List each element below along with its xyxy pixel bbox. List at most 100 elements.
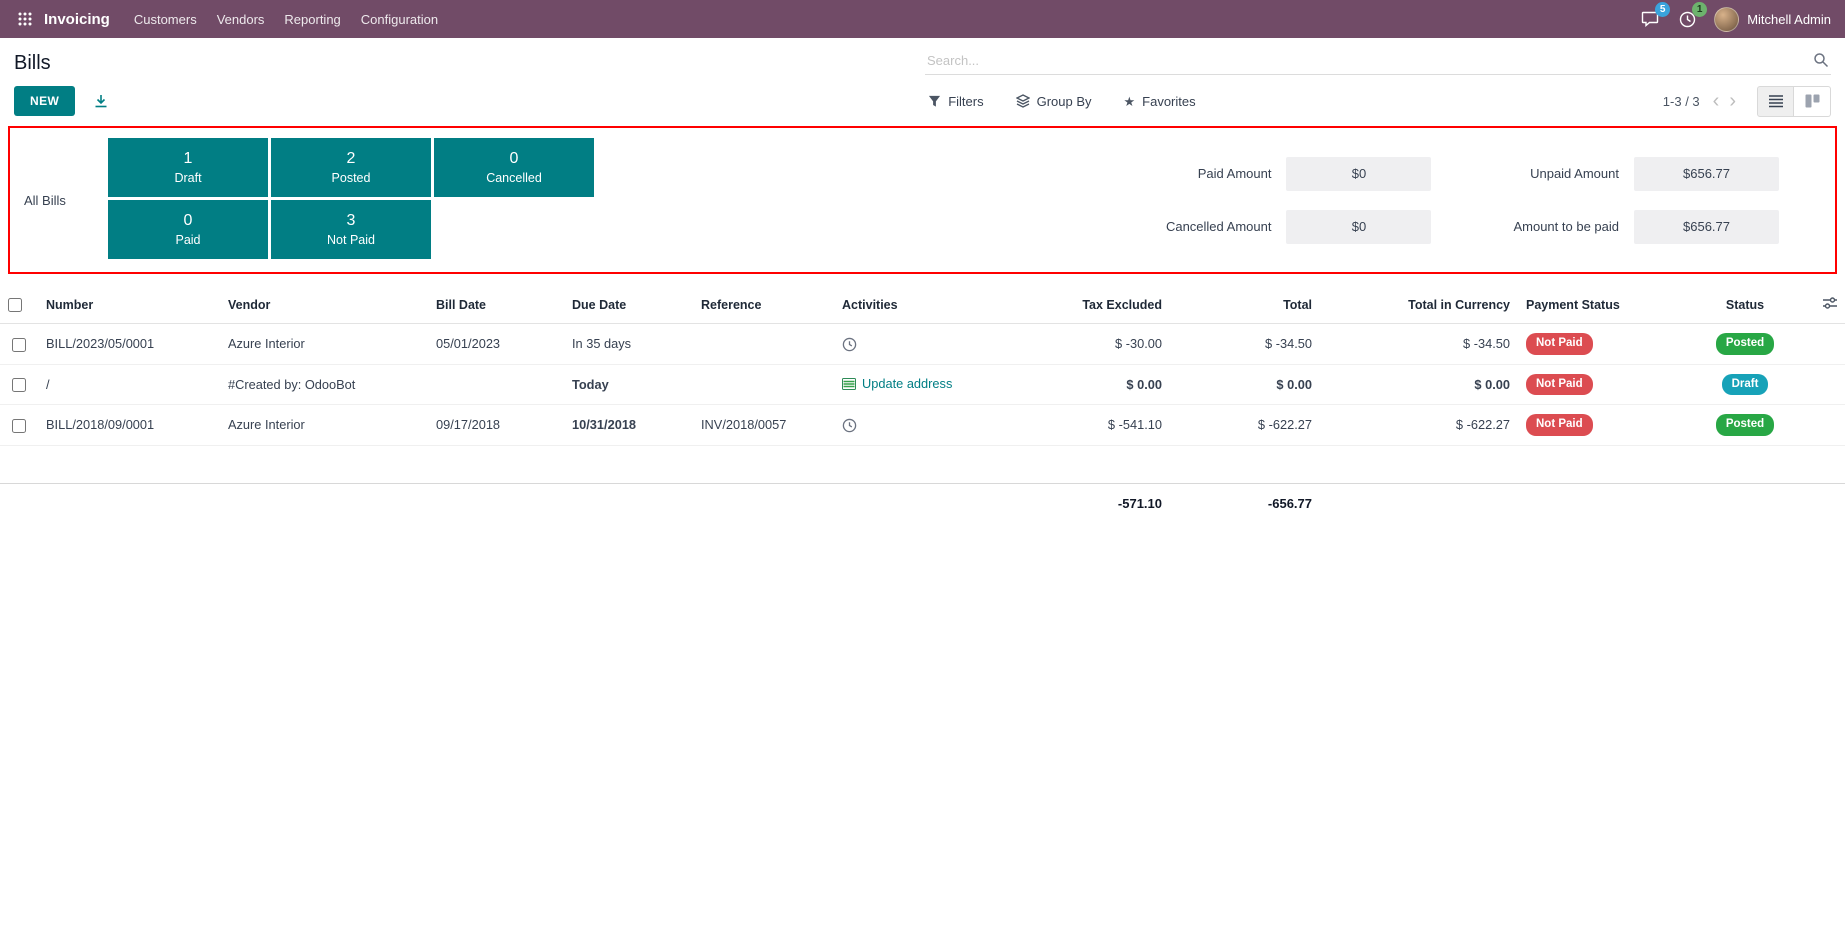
user-avatar [1714, 6, 1740, 32]
cell-tax-excluded: $ 0.00 [1020, 364, 1170, 406]
header-reference[interactable]: Reference [693, 284, 834, 324]
cell-reference: INV/2018/0057 [693, 404, 834, 446]
cell-total: $ -34.50 [1170, 323, 1320, 365]
favorites-button[interactable]: ★ Favorites [1122, 90, 1198, 113]
list-view-button[interactable] [1757, 85, 1794, 117]
pager-next[interactable]: › [1724, 91, 1741, 111]
header-activities[interactable]: Activities [834, 284, 1020, 324]
tile-paid[interactable]: 0 Paid [108, 200, 268, 259]
tile-label: Cancelled [486, 170, 542, 185]
activities-button[interactable]: 1 [1677, 1, 1708, 30]
app-name[interactable]: Invoicing [44, 10, 110, 28]
cell-empty [1804, 364, 1845, 406]
row-checkbox[interactable] [12, 378, 26, 393]
header-tax-excluded[interactable]: Tax Excluded [1020, 284, 1170, 324]
cell-bill-date: 09/17/2018 [428, 404, 564, 446]
row-checkbox[interactable] [12, 418, 26, 433]
cell-activities: Update address [834, 364, 1020, 406]
cell-vendor: Azure Interior [220, 323, 428, 365]
header-vendor[interactable]: Vendor [220, 284, 428, 324]
header-bill-date[interactable]: Bill Date [428, 284, 564, 324]
menu-reporting[interactable]: Reporting [284, 11, 341, 27]
menu-customers[interactable]: Customers [133, 11, 197, 27]
control-panel-buttons: NEW Filters Group By ★ Favorites 1-3 / 3… [0, 78, 1845, 124]
search-bar[interactable] [925, 51, 1831, 75]
tile-label: Posted [331, 170, 371, 185]
apps-grid-icon[interactable] [14, 8, 36, 30]
tile-count: 0 [509, 150, 519, 168]
header-status[interactable]: Status [1686, 284, 1804, 324]
header-due-date[interactable]: Due Date [564, 284, 693, 324]
export-icon[interactable] [89, 89, 113, 113]
cell-empty [1804, 323, 1845, 365]
header-payment-status[interactable]: Payment Status [1518, 284, 1686, 324]
header-number[interactable]: Number [38, 284, 220, 324]
clock-icon [1679, 11, 1696, 27]
cell-status: Posted [1686, 404, 1804, 446]
column-options-cell [1804, 284, 1845, 324]
layers-icon [1015, 94, 1030, 108]
menu-configuration[interactable]: Configuration [360, 11, 439, 27]
header-total-in-currency[interactable]: Total in Currency [1320, 284, 1518, 324]
pager-previous[interactable]: ‹ [1708, 91, 1725, 111]
group-by-button[interactable]: Group By [1014, 90, 1094, 113]
dashboard-group-label: All Bills [24, 192, 66, 208]
amount-to-be-paid-value: $656.77 [1634, 209, 1779, 244]
row-checkbox[interactable] [12, 337, 26, 352]
tile-not-paid[interactable]: 3 Not Paid [271, 200, 431, 259]
search-icon[interactable] [1811, 52, 1831, 68]
cell-reference [693, 364, 834, 406]
tile-draft[interactable]: 1 Draft [108, 138, 268, 197]
table-totals-row: -571.10 -656.77 [0, 482, 1845, 523]
star-icon: ★ [1123, 93, 1136, 109]
search-options: Filters Group By ★ Favorites [926, 90, 1197, 113]
user-name: Mitchell Admin [1747, 11, 1831, 27]
activity-clock-icon[interactable] [842, 418, 857, 433]
table-row[interactable]: / #Created by: OdooBot Today Update addr… [0, 364, 1845, 406]
table-row[interactable]: BILL/2018/09/0001 Azure Interior 09/17/2… [0, 404, 1845, 446]
user-menu[interactable]: Mitchell Admin [1714, 6, 1831, 32]
header-total[interactable]: Total [1170, 284, 1320, 324]
activity-clock-icon[interactable] [842, 337, 857, 352]
new-button[interactable]: NEW [14, 86, 76, 116]
cell-total-in-currency: $ -622.27 [1320, 404, 1518, 446]
activities-badge: 1 [1692, 1, 1708, 17]
activity-link[interactable]: Update address [842, 376, 952, 391]
kanban-view-icon [1805, 94, 1819, 108]
cell-empty [1804, 404, 1845, 446]
filters-button[interactable]: Filters [926, 90, 985, 113]
cell-status: Posted [1686, 323, 1804, 365]
cell-payment-status: Not Paid [1518, 364, 1686, 406]
menu-vendors[interactable]: Vendors [216, 11, 265, 27]
bills-dashboard: All Bills 1 Draft 2 Posted 0 Cancelled 0… [8, 126, 1837, 274]
tile-cancelled[interactable]: 0 Cancelled [434, 138, 594, 197]
select-all-checkbox[interactable] [8, 297, 22, 312]
tile-posted[interactable]: 2 Posted [271, 138, 431, 197]
amount-summary: Paid Amount $0 Cancelled Amount $0 Unpai… [1166, 156, 1779, 244]
table-spacer-row [0, 445, 1845, 483]
cell-total-in-currency: $ 0.00 [1320, 364, 1518, 406]
cell-vendor: Azure Interior [220, 404, 428, 446]
kanban-view-button[interactable] [1794, 85, 1831, 117]
pager-range[interactable]: 1-3 / 3 [1662, 93, 1700, 109]
table-row[interactable]: BILL/2023/05/0001 Azure Interior 05/01/2… [0, 323, 1845, 365]
favorites-label: Favorites [1142, 93, 1196, 109]
view-switcher [1757, 85, 1831, 117]
status-badge: Draft [1721, 373, 1769, 396]
grid-icon [18, 12, 32, 26]
cancelled-amount-value: $0 [1286, 209, 1432, 244]
page-title: Bills [14, 51, 51, 74]
cell-total-in-currency: $ -34.50 [1320, 323, 1518, 365]
cell-activities [834, 404, 1020, 446]
cell-payment-status: Not Paid [1518, 323, 1686, 365]
select-all-checkbox-cell [0, 284, 38, 324]
search-input[interactable] [925, 51, 1811, 69]
messages-button[interactable]: 5 [1639, 2, 1671, 29]
tile-count: 3 [346, 212, 356, 230]
optional-columns-icon[interactable] [1822, 296, 1838, 310]
cell-number: / [38, 364, 220, 406]
control-panel-top: Bills [0, 38, 1845, 78]
row-checkbox-cell [0, 364, 38, 406]
tile-count: 2 [346, 150, 356, 168]
unpaid-amount-label: Unpaid Amount [1530, 166, 1619, 181]
